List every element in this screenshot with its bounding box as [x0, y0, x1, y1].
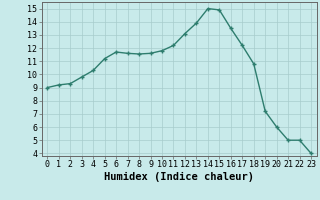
- X-axis label: Humidex (Indice chaleur): Humidex (Indice chaleur): [104, 172, 254, 182]
